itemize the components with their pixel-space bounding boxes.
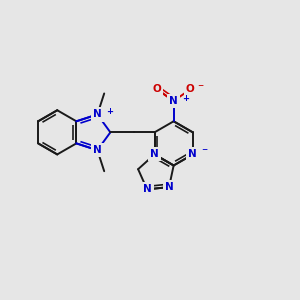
Text: N: N [150, 149, 159, 159]
Text: O: O [186, 84, 195, 94]
Text: N: N [188, 149, 197, 159]
Text: N: N [93, 110, 102, 119]
Text: +: + [106, 107, 113, 116]
Text: ⁻: ⁻ [198, 82, 204, 95]
Text: ⁻: ⁻ [201, 146, 207, 159]
Text: N: N [169, 96, 178, 106]
Text: O: O [153, 84, 161, 94]
Text: N: N [93, 145, 102, 155]
Text: N: N [143, 184, 152, 194]
Text: N: N [165, 182, 173, 192]
Text: +: + [182, 94, 189, 103]
